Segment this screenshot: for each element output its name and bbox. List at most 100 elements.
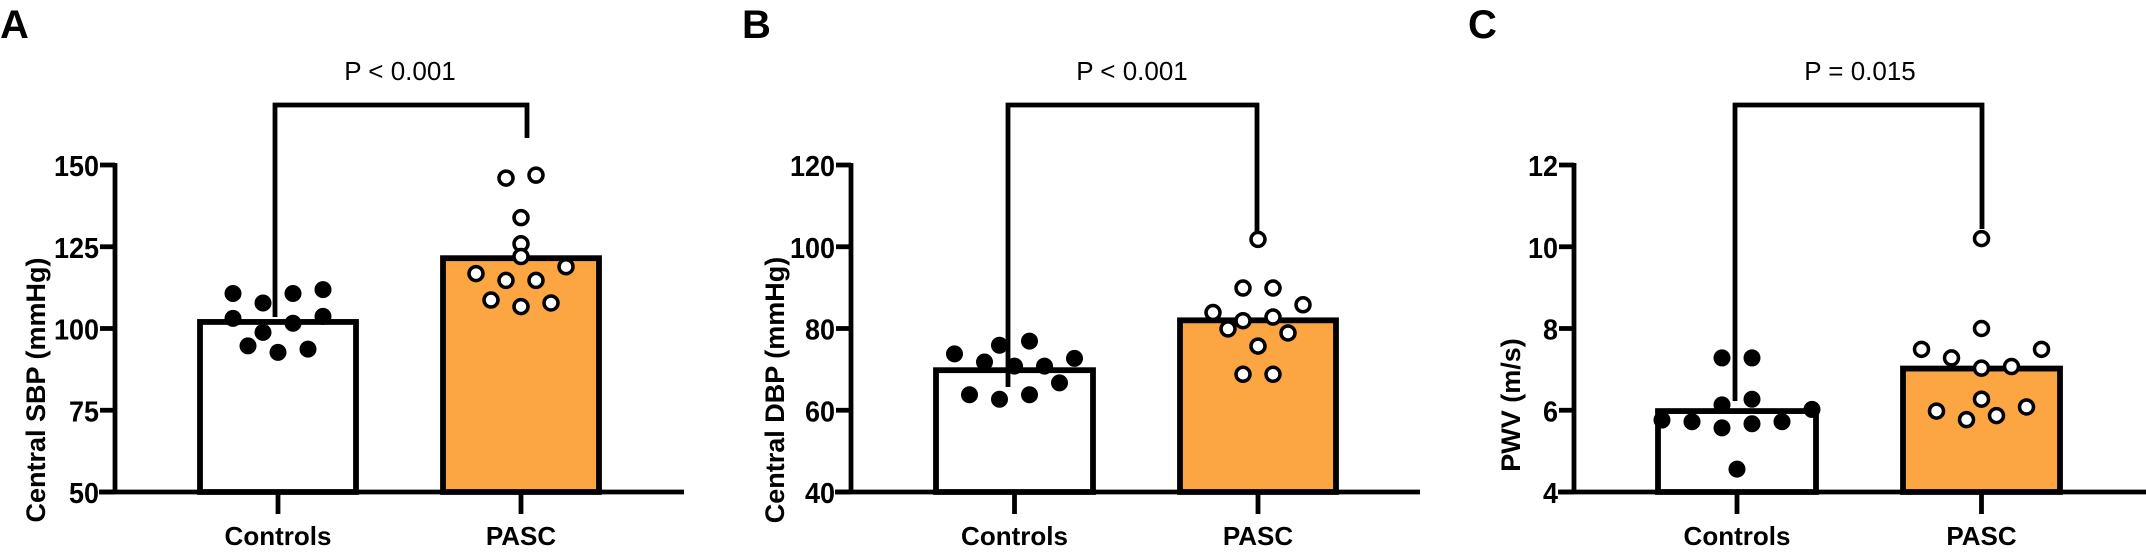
data-point-pasc (1957, 410, 1976, 429)
data-point-pasc (1249, 230, 1267, 249)
x-tick-label: Controls (961, 521, 1068, 551)
data-point-pasc (1987, 406, 2006, 425)
data-point-controls (284, 285, 302, 303)
y-tick-label: 150 (54, 151, 99, 183)
p-value-label: P = 0.015 (1804, 56, 1916, 86)
data-point-pasc (1234, 365, 1252, 384)
x-tick-label: PASC (486, 521, 557, 551)
bar-pasc (440, 255, 602, 495)
data-point-controls (991, 336, 1008, 354)
data-point-controls (254, 323, 272, 341)
y-tick-label: 6 (1543, 396, 1558, 428)
data-point-controls (1683, 413, 1701, 431)
data-point-pasc (542, 294, 560, 312)
data-point-controls (961, 386, 978, 404)
y-tick-label: 4 (1543, 478, 1558, 510)
data-point-pasc (1234, 279, 1252, 297)
x-tick-label: Controls (225, 521, 332, 551)
data-point-controls (1006, 357, 1023, 375)
bar-controls (1655, 408, 1819, 495)
x-tick-label: Controls (1684, 521, 1791, 551)
panel-label: A (0, 3, 29, 47)
data-point-pasc (1972, 390, 1991, 408)
significance-bracket (1005, 102, 1260, 387)
significance-bracket (272, 102, 530, 317)
data-point-pasc (467, 264, 485, 283)
y-tick-label: 75 (69, 396, 99, 428)
data-point-pasc (527, 166, 545, 184)
data-point-pasc (1219, 320, 1237, 338)
data-point-controls (1773, 413, 1791, 431)
data-point-pasc (557, 257, 575, 276)
panel-label: B (742, 3, 771, 47)
data-point-controls (254, 294, 272, 312)
data-point-pasc (2032, 340, 2051, 359)
y-tick-label: 40 (805, 478, 835, 510)
data-point-pasc (1264, 279, 1282, 297)
data-point-controls (1743, 415, 1761, 433)
data-point-controls (224, 309, 242, 327)
data-point-pasc (2017, 398, 2036, 416)
bar-controls (933, 367, 1096, 495)
data-point-controls (1021, 386, 1038, 404)
data-point-pasc (1234, 311, 1252, 330)
data-point-controls (1036, 357, 1053, 375)
data-point-controls (269, 343, 287, 361)
y-tick-label: 100 (790, 233, 835, 265)
data-point-pasc (1912, 340, 1931, 359)
data-point-pasc (497, 271, 515, 290)
y-axis-label: Central SBP (mmHg) (21, 257, 51, 522)
data-point-pasc (1972, 229, 1991, 248)
data-point-controls (1713, 396, 1731, 414)
data-point-controls (239, 337, 257, 355)
data-point-controls (991, 390, 1008, 408)
data-point-controls (224, 285, 242, 303)
y-tick-label: 125 (54, 233, 99, 265)
data-point-controls (946, 345, 963, 363)
data-point-pasc (1279, 324, 1297, 342)
data-point-controls (976, 353, 993, 371)
x-tick-label: PASC (1946, 521, 2017, 551)
x-tick-label: PASC (1223, 521, 1294, 551)
significance-bracket (1732, 102, 1985, 401)
data-point-pasc (1204, 303, 1222, 322)
data-point-pasc (512, 297, 530, 316)
data-point-controls (1653, 411, 1671, 429)
y-tick-label: 8 (1543, 315, 1558, 347)
y-tick-label: 80 (805, 315, 835, 347)
data-point-controls (1051, 374, 1068, 392)
p-value-label: P < 0.001 (1076, 56, 1188, 86)
data-point-controls (1021, 332, 1038, 350)
data-point-controls (1713, 349, 1731, 367)
data-point-pasc (1927, 402, 1946, 420)
y-axis-label: PWV (m/s) (1496, 338, 1526, 472)
y-tick-label: 100 (54, 315, 99, 347)
data-point-controls (1066, 349, 1083, 367)
data-point-controls (314, 281, 332, 299)
data-point-controls (1728, 460, 1746, 478)
y-tick-label: 10 (1528, 233, 1558, 265)
y-tick-label: 60 (805, 396, 835, 428)
bar-pasc (1900, 365, 2063, 495)
data-point-pasc (512, 247, 530, 266)
data-point-controls (1743, 349, 1761, 367)
data-point-pasc (527, 271, 545, 290)
data-point-pasc (1942, 349, 1961, 367)
p-value-label: P < 0.001 (344, 56, 456, 86)
data-point-pasc (512, 208, 530, 227)
data-point-pasc (1972, 319, 1991, 338)
data-point-pasc (482, 291, 500, 309)
data-point-pasc (2002, 357, 2021, 376)
data-point-controls (1743, 390, 1761, 408)
y-axis-label: Central DBP (mmHg) (760, 257, 790, 524)
data-point-pasc (1264, 308, 1282, 326)
data-point-controls (1713, 419, 1731, 437)
data-point-pasc (1249, 337, 1267, 355)
y-tick-label: 12 (1528, 151, 1558, 183)
data-point-controls (314, 307, 332, 325)
data-point-pasc (1294, 296, 1312, 314)
data-point-controls (299, 340, 317, 358)
panel-label: C (1468, 3, 1497, 47)
